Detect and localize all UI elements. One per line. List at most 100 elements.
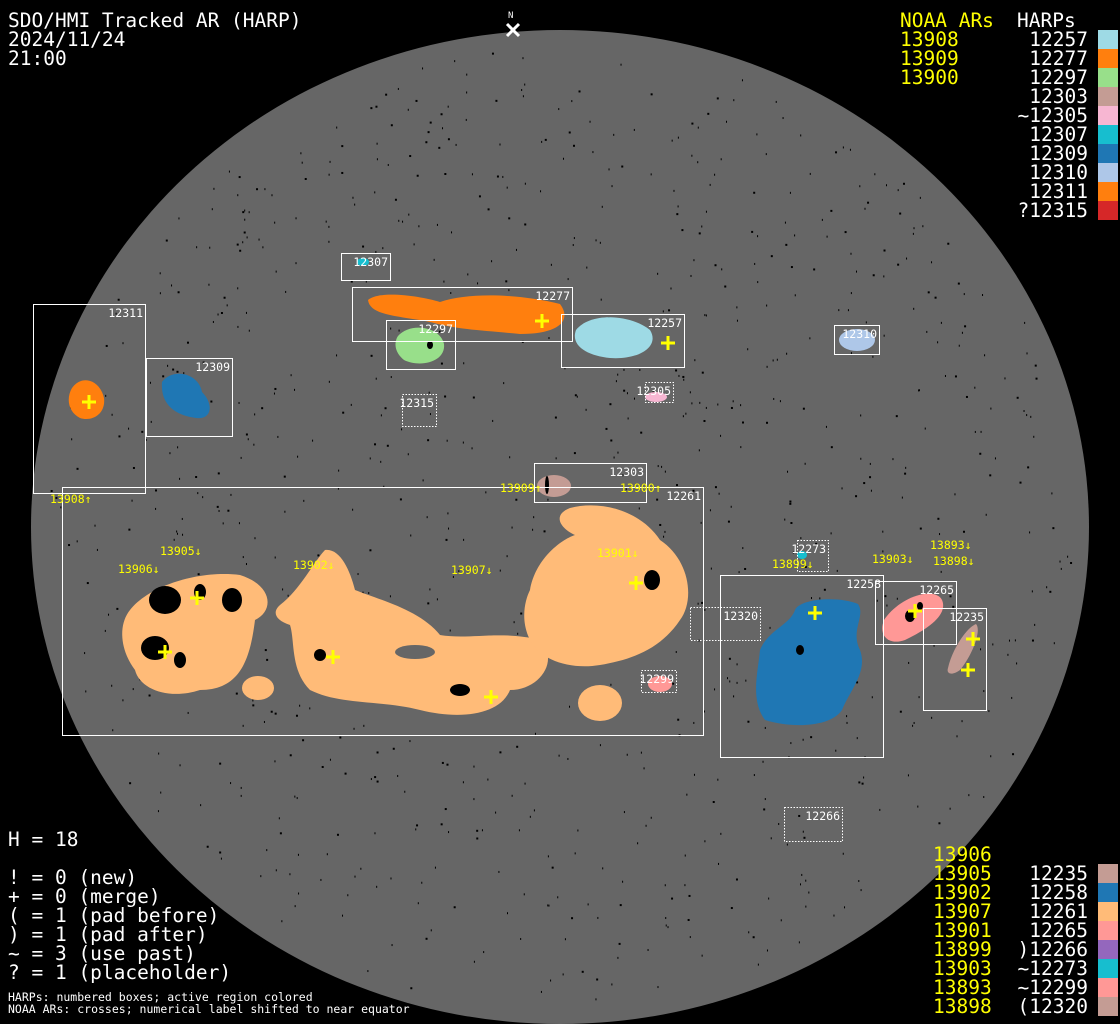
speck <box>1067 555 1069 558</box>
speck <box>1060 567 1062 570</box>
legend-harp-item: 12265 <box>1029 919 1088 942</box>
speck <box>949 807 951 810</box>
speck <box>131 499 133 502</box>
speck <box>833 914 835 917</box>
speck <box>60 506 62 509</box>
north-marker-icon <box>505 22 521 38</box>
speck <box>260 875 262 878</box>
speck <box>700 521 702 524</box>
speck <box>942 559 945 562</box>
speck <box>115 312 117 315</box>
speck <box>357 573 359 576</box>
speck <box>455 143 457 146</box>
speck <box>238 401 240 404</box>
speck <box>809 337 811 340</box>
speck <box>622 880 624 883</box>
speck <box>491 260 493 263</box>
speck <box>673 189 675 192</box>
speck <box>436 223 438 226</box>
speck <box>982 294 984 297</box>
speck <box>317 554 320 557</box>
speck <box>821 218 823 221</box>
speck <box>370 354 373 357</box>
speck <box>762 760 764 763</box>
harp-box-label: 12303 <box>609 465 644 479</box>
noaa-label: 13898↓ <box>933 554 975 568</box>
speck <box>354 203 356 206</box>
speck <box>752 936 755 939</box>
speck <box>167 364 169 367</box>
speck <box>983 796 985 799</box>
speck <box>691 122 694 125</box>
speck <box>1024 321 1026 324</box>
harp-box-12257: 12257 <box>561 314 685 368</box>
speck <box>397 774 399 777</box>
speck <box>300 152 302 155</box>
north-label: N <box>508 11 513 21</box>
harps-header: HARPs <box>1017 9 1076 32</box>
speck <box>390 376 392 379</box>
speck <box>585 408 587 411</box>
speck <box>782 117 784 120</box>
legend-harp-item: 12303 <box>1029 85 1088 108</box>
speck <box>515 498 518 501</box>
harp-box-12307: 12307 <box>341 253 391 281</box>
speck <box>540 190 542 193</box>
speck <box>611 983 613 986</box>
speck <box>626 392 628 395</box>
speck <box>826 235 828 238</box>
speck <box>440 113 443 116</box>
speck <box>132 466 135 469</box>
speck <box>513 621 515 624</box>
speck <box>390 327 392 330</box>
h-count: H = 18 <box>8 828 78 851</box>
speck <box>370 107 373 110</box>
speck <box>344 772 347 775</box>
speck <box>740 404 742 407</box>
speck <box>220 857 222 860</box>
speck <box>129 782 132 785</box>
speck <box>312 439 314 442</box>
speck <box>524 223 527 226</box>
speck <box>408 213 410 216</box>
speck <box>277 435 279 438</box>
speck <box>657 465 659 468</box>
active-region-12310 <box>839 329 875 351</box>
harp-box-label: 12320 <box>723 609 758 623</box>
speck <box>126 311 128 314</box>
speck <box>508 217 511 220</box>
speck <box>785 243 788 246</box>
speck <box>304 177 307 180</box>
noaa-label: 13893↓ <box>930 538 972 552</box>
speck <box>274 221 276 224</box>
speck <box>275 270 277 273</box>
active-region-12261 <box>242 676 274 700</box>
harp-box-12235: 12235 <box>923 608 987 711</box>
speck <box>105 394 107 397</box>
speck <box>786 352 788 355</box>
harp-box-label: 12310 <box>842 327 877 341</box>
speck <box>448 831 450 834</box>
speck <box>776 358 778 361</box>
speck <box>206 845 209 848</box>
speck <box>810 736 813 739</box>
legend-noaa-item: 13903 <box>933 957 992 980</box>
speck <box>689 936 691 939</box>
speck <box>961 720 963 723</box>
speck <box>303 499 305 502</box>
speck <box>230 493 232 496</box>
speck <box>572 244 574 247</box>
stats-line: ? = 1 (placeholder) <box>8 961 231 984</box>
speck <box>382 247 384 250</box>
speck <box>691 402 693 405</box>
speck <box>954 493 956 496</box>
speck <box>587 903 589 906</box>
speck <box>477 282 479 285</box>
speck <box>698 639 700 642</box>
speck <box>790 742 792 745</box>
noaa-cross-icon <box>190 591 204 605</box>
active-region-12309 <box>161 373 210 419</box>
footer-noaa-note: NOAA ARs: crosses; numerical label shift… <box>8 1002 410 1016</box>
harp-box-label: 12261 <box>666 489 701 503</box>
speck <box>200 804 202 807</box>
